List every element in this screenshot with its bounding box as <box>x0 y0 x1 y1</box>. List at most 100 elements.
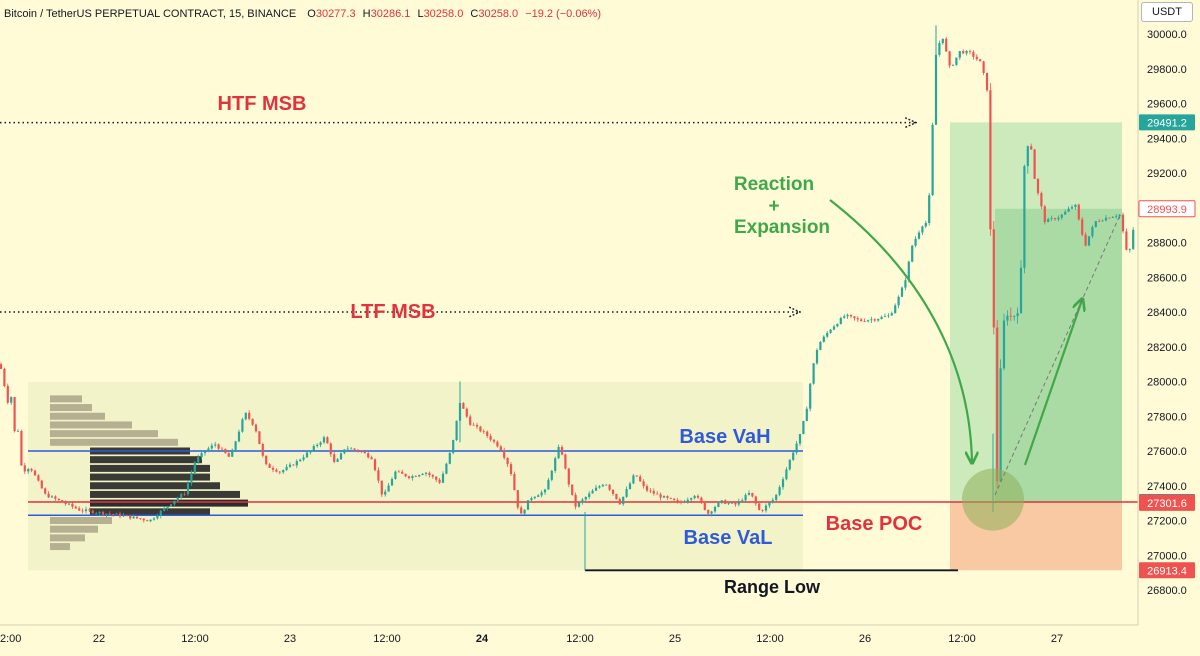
y-tick-label: 29200.0 <box>1147 168 1187 180</box>
candle-body <box>115 513 118 515</box>
candle-body <box>856 318 859 320</box>
candle-body <box>159 510 162 516</box>
candle-body <box>900 287 904 297</box>
base-poc-label: Base POC <box>826 513 923 535</box>
projection-line <box>994 214 1121 496</box>
candle-body <box>108 513 111 515</box>
candle-body <box>693 495 696 499</box>
candle-body <box>1002 320 1006 369</box>
candle-body <box>520 507 523 514</box>
candle-body <box>492 439 496 442</box>
candle-body <box>588 493 591 498</box>
candle-body <box>758 503 761 511</box>
candle-body <box>540 492 543 496</box>
candle-body <box>968 51 972 52</box>
low-value: 30258.0 <box>423 8 464 20</box>
candle-body <box>486 431 489 436</box>
candle-body <box>951 64 955 66</box>
candle-body <box>482 431 485 433</box>
candle-body <box>91 510 94 514</box>
price-badge <box>1139 494 1195 511</box>
candle-body <box>965 51 968 54</box>
candle-body <box>166 506 169 508</box>
candle-body <box>713 506 717 512</box>
volume-profile-bar <box>90 490 240 498</box>
x-tick-label: 25 <box>669 633 681 645</box>
candle-body <box>210 445 213 449</box>
price-badge-label: 27301.6 <box>1147 498 1187 510</box>
candle-body <box>914 238 917 246</box>
y-tick-label: 27600.0 <box>1147 446 1187 458</box>
candle-body <box>220 448 224 450</box>
candle-body <box>652 490 655 494</box>
candle-body <box>785 469 788 480</box>
candle-body <box>795 443 798 453</box>
candle-body <box>380 480 383 495</box>
candle-body <box>863 321 866 322</box>
candle-body <box>768 502 771 506</box>
candle-body <box>673 498 676 501</box>
currency-button[interactable]: USDT <box>1141 2 1193 22</box>
candle-body <box>996 327 999 482</box>
candle-body <box>1077 204 1080 220</box>
candle-body <box>1111 216 1114 218</box>
candle-body <box>309 450 312 453</box>
candle-body <box>662 496 666 498</box>
candle-body <box>401 471 404 474</box>
base-val-label: Base VaL <box>684 527 773 549</box>
candle-body <box>149 519 152 522</box>
candle-body <box>788 459 791 470</box>
candle-body <box>367 453 370 458</box>
candle-body <box>503 450 506 458</box>
open-label: O <box>307 8 316 20</box>
candle-body <box>1036 178 1040 194</box>
candle-body <box>635 475 638 477</box>
symbol-header: Bitcoin / TetherUS PERPETUAL CONTRACT, 1… <box>4 8 601 20</box>
reaction-circle <box>962 468 1024 531</box>
candle-body <box>676 500 679 502</box>
htf-msb-label: HTF MSB <box>218 93 307 115</box>
candle-body <box>67 503 71 505</box>
reaction-label: Reaction <box>734 174 814 195</box>
volume-profile-bar <box>90 473 210 481</box>
candle-body <box>54 496 57 499</box>
candle-body <box>193 462 196 473</box>
candle-body <box>999 368 1002 482</box>
candle-body <box>156 515 159 519</box>
candle-body <box>207 448 210 452</box>
candle-body <box>1009 315 1012 317</box>
candle-body <box>1091 226 1094 237</box>
candle-body <box>642 481 645 487</box>
candle-body <box>292 464 295 466</box>
y-tick-label: 27400.0 <box>1147 481 1187 493</box>
candle-body <box>533 496 536 499</box>
x-tick-label: 12:00 <box>756 633 784 645</box>
candle-body <box>979 59 982 62</box>
candle-body <box>254 424 258 432</box>
candle-body <box>33 470 37 476</box>
candle-body <box>265 455 268 465</box>
candle-body <box>530 498 533 501</box>
volume-profile-bar <box>90 456 202 464</box>
candle-body <box>1016 313 1019 317</box>
candle-body <box>326 437 329 444</box>
candle-body <box>571 484 574 495</box>
candle-body <box>363 451 366 454</box>
volume-profile-bar <box>90 482 220 490</box>
candle-body <box>152 518 156 520</box>
candle-body <box>805 408 808 422</box>
x-tick-label: 27 <box>1051 633 1063 645</box>
candle-body <box>730 502 734 504</box>
candle-body <box>169 504 173 507</box>
candle-body <box>125 515 128 517</box>
y-tick-label: 30000.0 <box>1147 29 1187 41</box>
candle-body <box>135 516 139 519</box>
candle-body <box>849 314 853 317</box>
candle-body <box>703 503 706 511</box>
candle-body <box>1125 231 1128 250</box>
base-vah-label: Base VaH <box>679 426 770 448</box>
candle-body <box>860 319 863 322</box>
candle-body <box>1121 214 1125 232</box>
